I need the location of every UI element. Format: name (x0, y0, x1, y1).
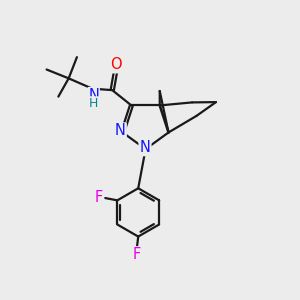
Text: H: H (89, 97, 98, 110)
Text: O: O (111, 57, 122, 72)
Text: N: N (115, 124, 126, 139)
Text: F: F (133, 247, 141, 262)
Text: N: N (140, 140, 150, 155)
Text: F: F (95, 190, 103, 206)
Text: N: N (88, 88, 99, 103)
